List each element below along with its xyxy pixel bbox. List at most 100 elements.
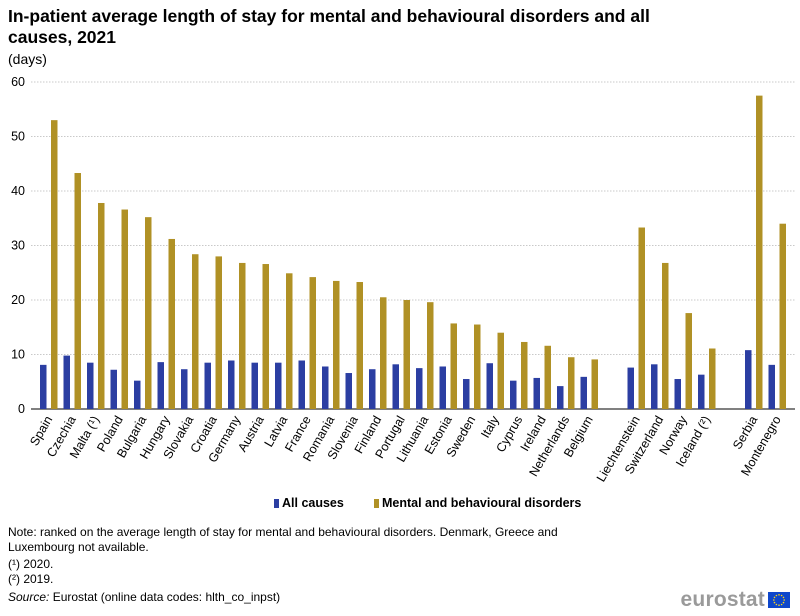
bar-all-causes	[181, 369, 188, 409]
flag-star	[773, 601, 776, 604]
y-axis-unit: (days)	[8, 51, 47, 67]
bar-mental-disorders	[450, 323, 457, 409]
bar-mental-disorders	[98, 202, 105, 409]
chart-title: In-patient average length of stay for me…	[8, 6, 650, 47]
bar-all-causes	[627, 367, 634, 409]
y-tick-label: 60	[11, 75, 25, 89]
bar-all-causes	[674, 379, 681, 409]
bar-all-causes	[392, 364, 399, 409]
bar-mental-disorders	[168, 238, 175, 409]
flag-star	[778, 594, 780, 596]
bar-mental-disorders	[662, 262, 669, 409]
bar-mental-disorders	[709, 348, 716, 409]
y-tick-label: 50	[11, 130, 25, 144]
bar-all-causes	[251, 362, 258, 409]
bar-all-causes	[580, 376, 587, 409]
logo-wordmark: eurostat	[680, 588, 765, 611]
bar-mental-disorders	[474, 324, 481, 409]
bar-all-causes	[416, 368, 423, 409]
bar-all-causes	[204, 362, 211, 409]
bar-all-causes	[40, 364, 47, 409]
bar-all-causes	[651, 364, 658, 409]
bar-mental-disorders	[239, 262, 246, 409]
bar-all-causes	[157, 362, 164, 409]
bar-all-causes	[322, 366, 329, 409]
bar-all-causes	[698, 374, 705, 409]
source-label: Source:	[8, 590, 50, 604]
bar-mental-disorders	[192, 254, 199, 409]
bar-all-causes	[345, 373, 352, 409]
flag-star	[780, 594, 783, 597]
legend: All causes Mental and behavioural disorde…	[274, 496, 581, 510]
bar-mental-disorders	[521, 341, 528, 409]
bar-all-causes	[110, 369, 117, 409]
bar-mental-disorders	[356, 282, 363, 409]
bar-mental-disorders	[309, 277, 316, 409]
bar-mental-disorders	[215, 256, 222, 409]
bar-mental-disorders	[544, 345, 551, 409]
eu-flag-icon	[768, 592, 790, 608]
bar-all-causes	[369, 369, 376, 409]
bar-all-causes	[557, 386, 564, 409]
bar-mental-disorders	[568, 357, 575, 409]
bar-mental-disorders	[591, 359, 598, 409]
bar-mental-disorders	[403, 300, 410, 409]
bar-all-causes	[134, 380, 141, 409]
bar-mental-disorders	[262, 264, 269, 409]
flag-star	[783, 599, 785, 601]
bars	[40, 95, 786, 410]
flag-star	[775, 603, 778, 606]
y-tick-label: 30	[11, 239, 25, 253]
y-tick-label: 10	[11, 348, 25, 362]
bar-mental-disorders	[145, 217, 152, 409]
bar-all-causes	[228, 360, 235, 409]
flag-star	[782, 601, 785, 604]
footnote-2: (²) 2019.	[8, 572, 54, 586]
bar-all-causes	[275, 362, 282, 409]
legend-label: All causes	[282, 496, 344, 510]
y-tick-label: 40	[11, 184, 25, 198]
bar-all-causes	[63, 355, 70, 409]
bar-all-causes	[533, 377, 540, 409]
bar-mental-disorders	[286, 273, 293, 409]
legend-swatch	[374, 499, 379, 508]
bar-all-causes	[510, 380, 517, 409]
flag-star	[775, 594, 778, 597]
bar-mental-disorders	[427, 302, 434, 409]
y-axis-ticks: 0 10 20 30 40 50 60	[11, 75, 25, 416]
flag-star	[782, 596, 785, 599]
bar-mental-disorders	[333, 280, 340, 409]
flag-star	[773, 596, 776, 599]
bar-all-causes	[463, 379, 470, 409]
bar-mental-disorders	[121, 209, 128, 409]
flag-star	[773, 599, 775, 601]
bar-all-causes	[768, 364, 775, 409]
eurostat-logo: eurostat	[681, 588, 790, 612]
bar-mental-disorders	[51, 120, 58, 410]
flag-star	[778, 604, 780, 606]
y-tick-label: 20	[11, 293, 25, 307]
bar-all-causes	[87, 362, 94, 409]
x-tick-label: Italy	[478, 413, 502, 441]
chart-note: Note: ranked on the average length of st…	[8, 525, 558, 554]
bar-mental-disorders	[380, 297, 387, 409]
source-text: Eurostat (online data codes: hlth_co_inp…	[49, 590, 281, 604]
bar-all-causes	[745, 350, 752, 409]
y-tick-label: 0	[18, 402, 25, 416]
bar-all-causes	[298, 360, 305, 409]
flag-star	[780, 603, 783, 606]
footnote-1: (¹) 2020.	[8, 557, 54, 571]
bar-mental-disorders	[779, 223, 786, 409]
bar-mental-disorders	[756, 95, 763, 409]
legend-label: Mental and behavioural disorders	[382, 496, 581, 510]
bar-mental-disorders	[638, 227, 645, 409]
legend-swatch	[274, 499, 279, 508]
bar-all-causes	[486, 363, 493, 409]
bar-mental-disorders	[497, 332, 504, 409]
bar-mental-disorders	[685, 313, 692, 409]
bar-all-causes	[439, 366, 446, 409]
bar-mental-disorders	[74, 173, 81, 409]
source-line: Source: Eurostat (online data codes: hlt…	[8, 590, 280, 605]
